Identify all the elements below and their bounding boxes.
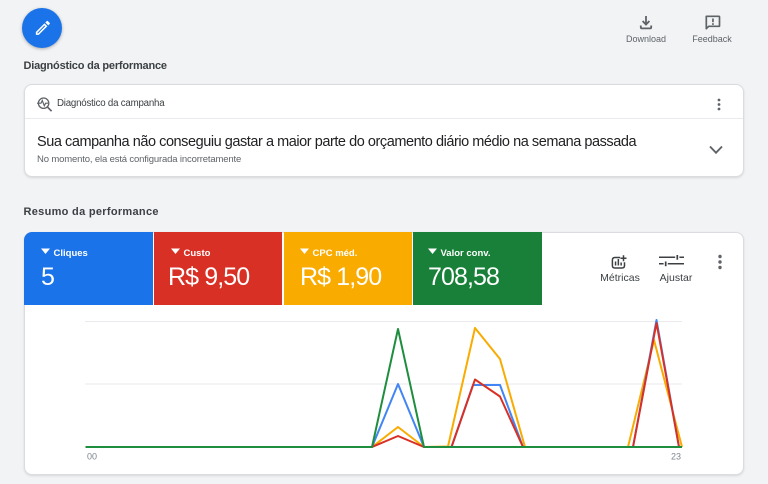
svg-text:23: 23 [671,452,681,462]
svg-text:00: 00 [87,452,97,462]
